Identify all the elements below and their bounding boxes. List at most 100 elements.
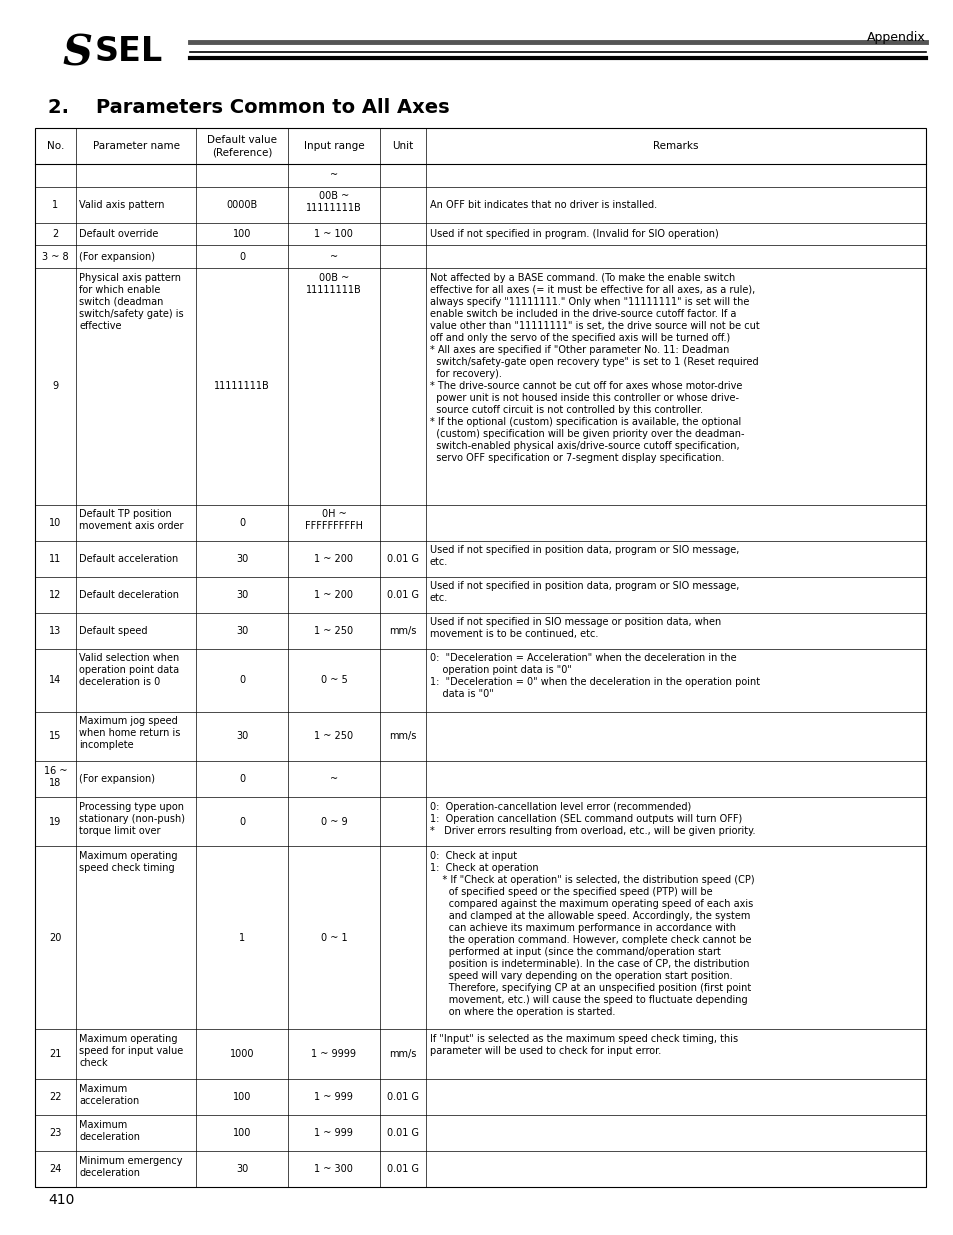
Text: 2: 2 [52, 228, 58, 240]
Text: Processing type upon
stationary (non-push)
torque limit over: Processing type upon stationary (non-pus… [79, 802, 185, 836]
Text: Maximum jog speed
when home return is
incomplete: Maximum jog speed when home return is in… [79, 716, 181, 750]
Text: Input range: Input range [303, 141, 364, 151]
Text: 0.01 G: 0.01 G [387, 553, 418, 563]
Text: 0: 0 [239, 517, 245, 527]
Text: 14: 14 [50, 676, 62, 685]
Text: Used if not specified in position data, program or SIO message,
etc.: Used if not specified in position data, … [429, 546, 739, 567]
Text: 20: 20 [50, 932, 62, 944]
Text: 0000B: 0000B [226, 200, 257, 210]
Text: 1 ~ 300: 1 ~ 300 [314, 1163, 353, 1174]
Text: If "Input" is selected as the maximum speed check timing, this
parameter will be: If "Input" is selected as the maximum sp… [429, 1034, 737, 1056]
Text: 1 ~ 999: 1 ~ 999 [314, 1092, 353, 1102]
Text: mm/s: mm/s [389, 731, 416, 741]
Text: Minimum emergency
deceleration: Minimum emergency deceleration [79, 1156, 183, 1178]
Text: Default TP position
movement axis order: Default TP position movement axis order [79, 509, 184, 531]
Text: Physical axis pattern
for which enable
switch (deadman
switch/safety gate) is
ef: Physical axis pattern for which enable s… [79, 273, 184, 331]
Text: 30: 30 [235, 731, 248, 741]
Text: Default deceleration: Default deceleration [79, 590, 179, 600]
Text: 3 ~ 8: 3 ~ 8 [42, 252, 69, 262]
Text: 0: 0 [239, 676, 245, 685]
Text: An OFF bit indicates that no driver is installed.: An OFF bit indicates that no driver is i… [429, 200, 656, 210]
Text: 1 ~ 250: 1 ~ 250 [314, 626, 354, 636]
Text: 00B ~
11111111B: 00B ~ 11111111B [306, 191, 361, 214]
Text: 0 ~ 5: 0 ~ 5 [320, 676, 347, 685]
Text: 13: 13 [50, 626, 62, 636]
Text: 0: 0 [239, 816, 245, 826]
Text: Valid selection when
operation point data
deceleration is 0: Valid selection when operation point dat… [79, 653, 179, 688]
Text: 0.01 G: 0.01 G [387, 590, 418, 600]
Text: 0.01 G: 0.01 G [387, 1092, 418, 1102]
Text: ~: ~ [330, 170, 337, 180]
Text: mm/s: mm/s [389, 626, 416, 636]
Text: Used if not specified in program. (Invalid for SIO operation): Used if not specified in program. (Inval… [429, 228, 718, 240]
Text: 0:  Operation-cancellation level error (recommended)
1:  Operation cancellation : 0: Operation-cancellation level error (r… [429, 802, 755, 836]
Text: Default speed: Default speed [79, 626, 148, 636]
Text: 100: 100 [233, 228, 251, 240]
Text: Not affected by a BASE command. (To make the enable switch
effective for all axe: Not affected by a BASE command. (To make… [429, 273, 759, 463]
Text: 0: 0 [239, 252, 245, 262]
Text: 30: 30 [235, 1163, 248, 1174]
Text: Unit: Unit [392, 141, 414, 151]
Text: 0H ~
FFFFFFFFFH: 0H ~ FFFFFFFFFH [305, 509, 362, 531]
Text: ~: ~ [330, 774, 337, 784]
Text: 10: 10 [50, 517, 62, 527]
Text: 1 ~ 200: 1 ~ 200 [314, 590, 353, 600]
Text: Default acceleration: Default acceleration [79, 553, 178, 563]
Text: Maximum
deceleration: Maximum deceleration [79, 1120, 140, 1141]
Text: 1 ~ 250: 1 ~ 250 [314, 731, 354, 741]
Text: 12: 12 [50, 590, 62, 600]
Text: (For expansion): (For expansion) [79, 774, 155, 784]
Text: Maximum operating
speed for input value
check: Maximum operating speed for input value … [79, 1034, 184, 1068]
Text: Used if not specified in position data, program or SIO message,
etc.: Used if not specified in position data, … [429, 582, 739, 604]
Text: Parameter name: Parameter name [92, 141, 179, 151]
Text: 16 ~
18: 16 ~ 18 [44, 766, 67, 788]
Text: No.: No. [47, 141, 64, 151]
Text: (For expansion): (For expansion) [79, 252, 155, 262]
Bar [35, 128, 925, 164]
Text: 1 ~ 200: 1 ~ 200 [314, 553, 353, 563]
Text: 1: 1 [52, 200, 58, 210]
Text: Appendix: Appendix [866, 31, 925, 44]
Text: 24: 24 [50, 1163, 62, 1174]
Text: 1 ~ 999: 1 ~ 999 [314, 1128, 353, 1137]
Text: 15: 15 [50, 731, 62, 741]
Text: mm/s: mm/s [389, 1050, 416, 1060]
Text: 30: 30 [235, 590, 248, 600]
Text: 100: 100 [233, 1092, 251, 1102]
Text: 0.01 G: 0.01 G [387, 1163, 418, 1174]
Text: Remarks: Remarks [653, 141, 699, 151]
Text: 22: 22 [50, 1092, 62, 1102]
Text: Valid axis pattern: Valid axis pattern [79, 200, 165, 210]
Text: 1 ~ 100: 1 ~ 100 [314, 228, 353, 240]
Text: 11: 11 [50, 553, 62, 563]
Text: 30: 30 [235, 553, 248, 563]
Bar [35, 128, 925, 1187]
Text: 9: 9 [52, 382, 58, 391]
Text: ~: ~ [330, 252, 337, 262]
Text: Used if not specified in SIO message or position data, when
movement is to be co: Used if not specified in SIO message or … [429, 618, 720, 640]
Text: 23: 23 [50, 1128, 62, 1137]
Text: 1 ~ 9999: 1 ~ 9999 [311, 1050, 356, 1060]
Text: 0:  Check at input
1:  Check at operation
    * If "Check at operation" is selec: 0: Check at input 1: Check at operation … [429, 851, 754, 1018]
Text: 410: 410 [48, 1193, 74, 1207]
Text: 0.01 G: 0.01 G [387, 1128, 418, 1137]
Text: 0:  "Deceleration = Acceleration" when the deceleration in the
    operation poi: 0: "Deceleration = Acceleration" when th… [429, 653, 759, 699]
Text: Maximum
acceleration: Maximum acceleration [79, 1083, 139, 1105]
Text: 00B ~
11111111B: 00B ~ 11111111B [306, 273, 361, 295]
Text: 21: 21 [50, 1050, 62, 1060]
Text: 0: 0 [239, 774, 245, 784]
Text: 1000: 1000 [230, 1050, 254, 1060]
Text: 0 ~ 1: 0 ~ 1 [320, 932, 347, 944]
Text: 1: 1 [239, 932, 245, 944]
Text: S: S [62, 32, 91, 74]
Text: 100: 100 [233, 1128, 251, 1137]
Text: Maximum operating
speed check timing: Maximum operating speed check timing [79, 851, 178, 873]
Text: SEL: SEL [95, 35, 163, 68]
Text: 0 ~ 9: 0 ~ 9 [320, 816, 347, 826]
Text: 2.    Parameters Common to All Axes: 2. Parameters Common to All Axes [48, 98, 449, 117]
Text: 19: 19 [50, 816, 62, 826]
Text: Default override: Default override [79, 228, 159, 240]
Text: Default value
(Reference): Default value (Reference) [207, 135, 277, 157]
Text: 11111111B: 11111111B [214, 382, 270, 391]
Text: 30: 30 [235, 626, 248, 636]
